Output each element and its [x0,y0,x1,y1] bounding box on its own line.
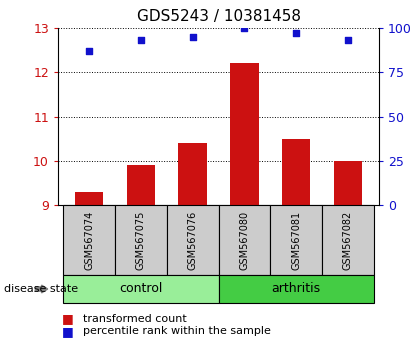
Text: GSM567080: GSM567080 [239,210,249,269]
Bar [230,63,259,205]
Text: ■: ■ [62,313,74,325]
Point [138,38,144,43]
Bar [167,205,219,275]
Bar [115,205,167,275]
Text: ■: ■ [62,325,74,338]
Text: GSM567075: GSM567075 [136,210,146,270]
Text: control: control [119,282,162,296]
Bar [282,139,310,205]
Bar [334,161,362,205]
Bar [270,205,322,275]
Bar [75,192,103,205]
Point [189,34,196,40]
Bar [219,275,374,303]
Text: GSM567082: GSM567082 [343,210,353,270]
Point [241,25,248,31]
Bar [322,205,374,275]
Text: GSM567074: GSM567074 [84,210,94,270]
Point [293,30,300,36]
Text: GSM567081: GSM567081 [291,210,301,269]
Text: arthritis: arthritis [272,282,321,296]
Bar [63,205,115,275]
Text: percentile rank within the sample: percentile rank within the sample [83,326,270,336]
Bar [127,165,155,205]
Bar [63,275,219,303]
Text: GSM567076: GSM567076 [187,210,198,270]
Bar [178,143,207,205]
Text: disease state: disease state [4,284,78,294]
Text: transformed count: transformed count [83,314,187,324]
Point [345,38,351,43]
Title: GDS5243 / 10381458: GDS5243 / 10381458 [136,9,300,24]
Point [86,48,92,54]
Bar [219,205,270,275]
